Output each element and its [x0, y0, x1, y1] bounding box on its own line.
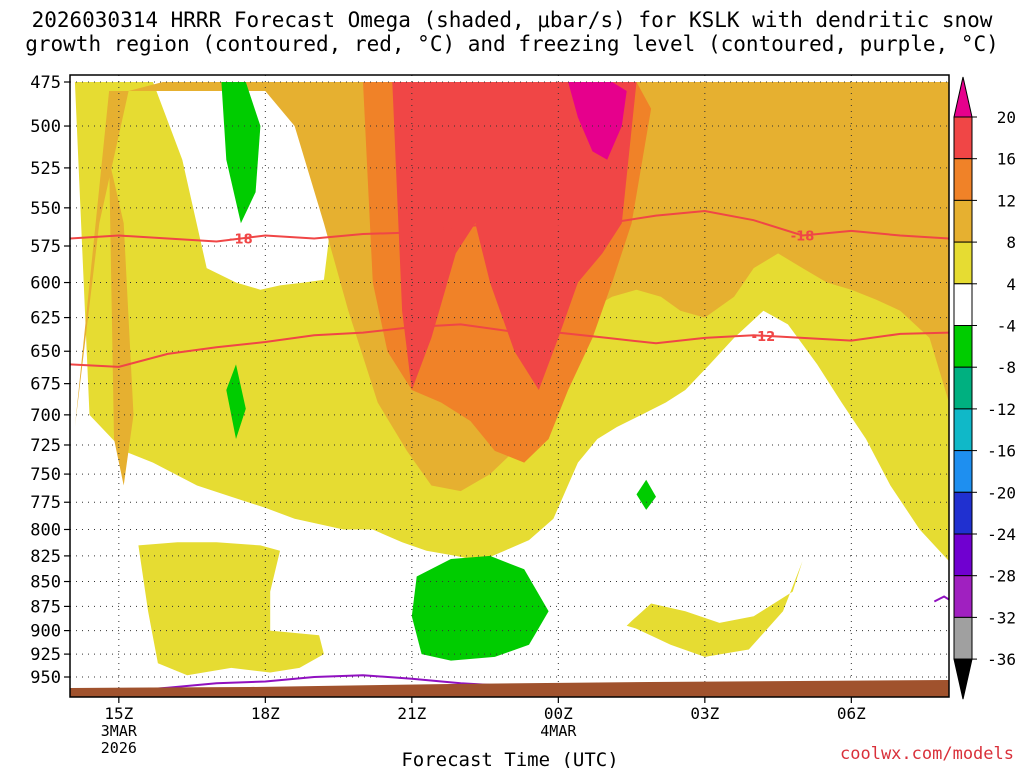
dgz-contour-label--12-0: -12 [752, 330, 776, 345]
omega-region-10 [226, 364, 246, 439]
y-tick-label-600: 600 [30, 274, 61, 294]
y-tick-label-475: 475 [30, 73, 61, 93]
y-tick-label-875: 875 [30, 597, 61, 617]
y-axis: 475 500 525 550 575 600 625 650 675 700 725 750 775 8… [30, 73, 70, 688]
y-tick-label-675: 675 [30, 375, 61, 395]
x-tick-label-21Z: 21Z [397, 704, 426, 723]
colorbar-label--4: -4 [997, 317, 1016, 336]
colorbar-label-16: 16 [997, 150, 1016, 169]
colorbar-box-1 [953, 116, 973, 160]
y-tick-label-725: 725 [30, 436, 61, 456]
x-tick-sublabel-3MAR: 3MAR [101, 722, 138, 740]
chart-title-line-1: 2026030314 HRRR Forecast Omega (shaded, … [31, 8, 993, 32]
colorbar-label--32: -32 [987, 608, 1016, 627]
x-tick-label-15Z: 15Z [104, 704, 133, 723]
y-tick-label-525: 525 [30, 159, 61, 179]
x-tick-label-03Z: 03Z [690, 704, 719, 723]
omega-colorbar: 20 16 12 8 4 -4 -8 -12 -16 -20 -24 -28 -32 -36 [953, 76, 1016, 700]
grid-lines [70, 75, 949, 697]
x-tick-label-00Z: 00Z [544, 704, 573, 723]
freezing-level-contour-1 [933, 595, 949, 603]
omega-region-1 [138, 542, 324, 676]
y-tick-label-800: 800 [30, 520, 61, 540]
y-tick-label-775: 775 [30, 493, 61, 513]
omega-region-11 [636, 479, 656, 510]
colorbar-label--36: -36 [987, 650, 1016, 669]
y-tick-label-550: 550 [30, 199, 61, 219]
colorbar-label--28: -28 [987, 567, 1016, 586]
y-tick-label-650: 650 [30, 342, 61, 362]
plot-frame [69, 74, 950, 698]
y-tick-label-750: 750 [30, 465, 61, 485]
temperature-contours: -18 -18 -12 [70, 209, 949, 691]
colorbar-label--8: -8 [997, 358, 1016, 377]
colorbar-box-6 [953, 325, 973, 368]
dgz-contour-label--18-1: -18 [791, 229, 815, 244]
terrain-ground [70, 680, 949, 697]
omega-region-9 [411, 555, 549, 661]
y-tick-label-900: 900 [30, 622, 61, 642]
colorbar-label-12: 12 [997, 191, 1016, 210]
colorbar-box-5 [953, 283, 973, 326]
y-tick-label-925: 925 [30, 645, 61, 665]
credit-text: coolwx.com/models [840, 744, 1014, 764]
colorbar-box-3 [953, 199, 973, 243]
y-tick-label-575: 575 [30, 237, 61, 257]
colorbar-box-12 [953, 575, 973, 618]
omega-region-2 [626, 561, 803, 657]
colorbar-label--12: -12 [987, 400, 1016, 419]
colorbar-box-9 [953, 450, 973, 493]
x-axis-label: Forecast Time (UTC) [401, 749, 618, 768]
dgz-contour--18 [70, 209, 949, 243]
colorbar-label--20: -20 [987, 483, 1016, 502]
colorbar-box-4 [953, 241, 973, 285]
colorbar-label--16: -16 [987, 442, 1016, 461]
colorbar-box-11 [953, 533, 973, 577]
colorbar-arrow-bottom [953, 658, 973, 700]
omega-region-8 [221, 82, 261, 224]
y-tick-label-825: 825 [30, 547, 61, 567]
colorbar-label-8: 8 [1006, 233, 1016, 252]
colorbar-arrow-top [953, 76, 973, 118]
x-tick-sublabel-2026: 2026 [101, 739, 137, 757]
y-tick-label-950: 950 [30, 668, 61, 688]
x-tick-label-18Z: 18Z [251, 704, 280, 723]
y-tick-label-500: 500 [30, 117, 61, 137]
y-tick-label-850: 850 [30, 573, 61, 593]
colorbar-box-13 [953, 616, 973, 660]
omega-shading [74, 82, 949, 676]
omega-region-6 [568, 82, 627, 160]
omega-region-5 [392, 82, 637, 390]
colorbar-label--24: -24 [987, 525, 1016, 544]
colorbar-box-7 [953, 366, 973, 410]
colorbar-label-20: 20 [997, 108, 1016, 127]
dgz-contour--12 [70, 323, 949, 368]
x-tick-label-06Z: 06Z [837, 704, 866, 723]
y-tick-label-625: 625 [30, 309, 61, 329]
chart-title-line-2: growth region (contoured, red, °C) and f… [25, 32, 999, 56]
x-tick-sublabel-4MAR: 4MAR [540, 722, 577, 740]
colorbar-box-10 [953, 491, 973, 535]
colorbar-box-2 [953, 158, 973, 201]
colorbar-label-4: 4 [1006, 275, 1016, 294]
y-tick-label-700: 700 [30, 406, 61, 426]
colorbar-box-8 [953, 408, 973, 452]
omega-region-7 [109, 159, 134, 486]
dgz-contour-label--18-0: -18 [229, 233, 253, 248]
